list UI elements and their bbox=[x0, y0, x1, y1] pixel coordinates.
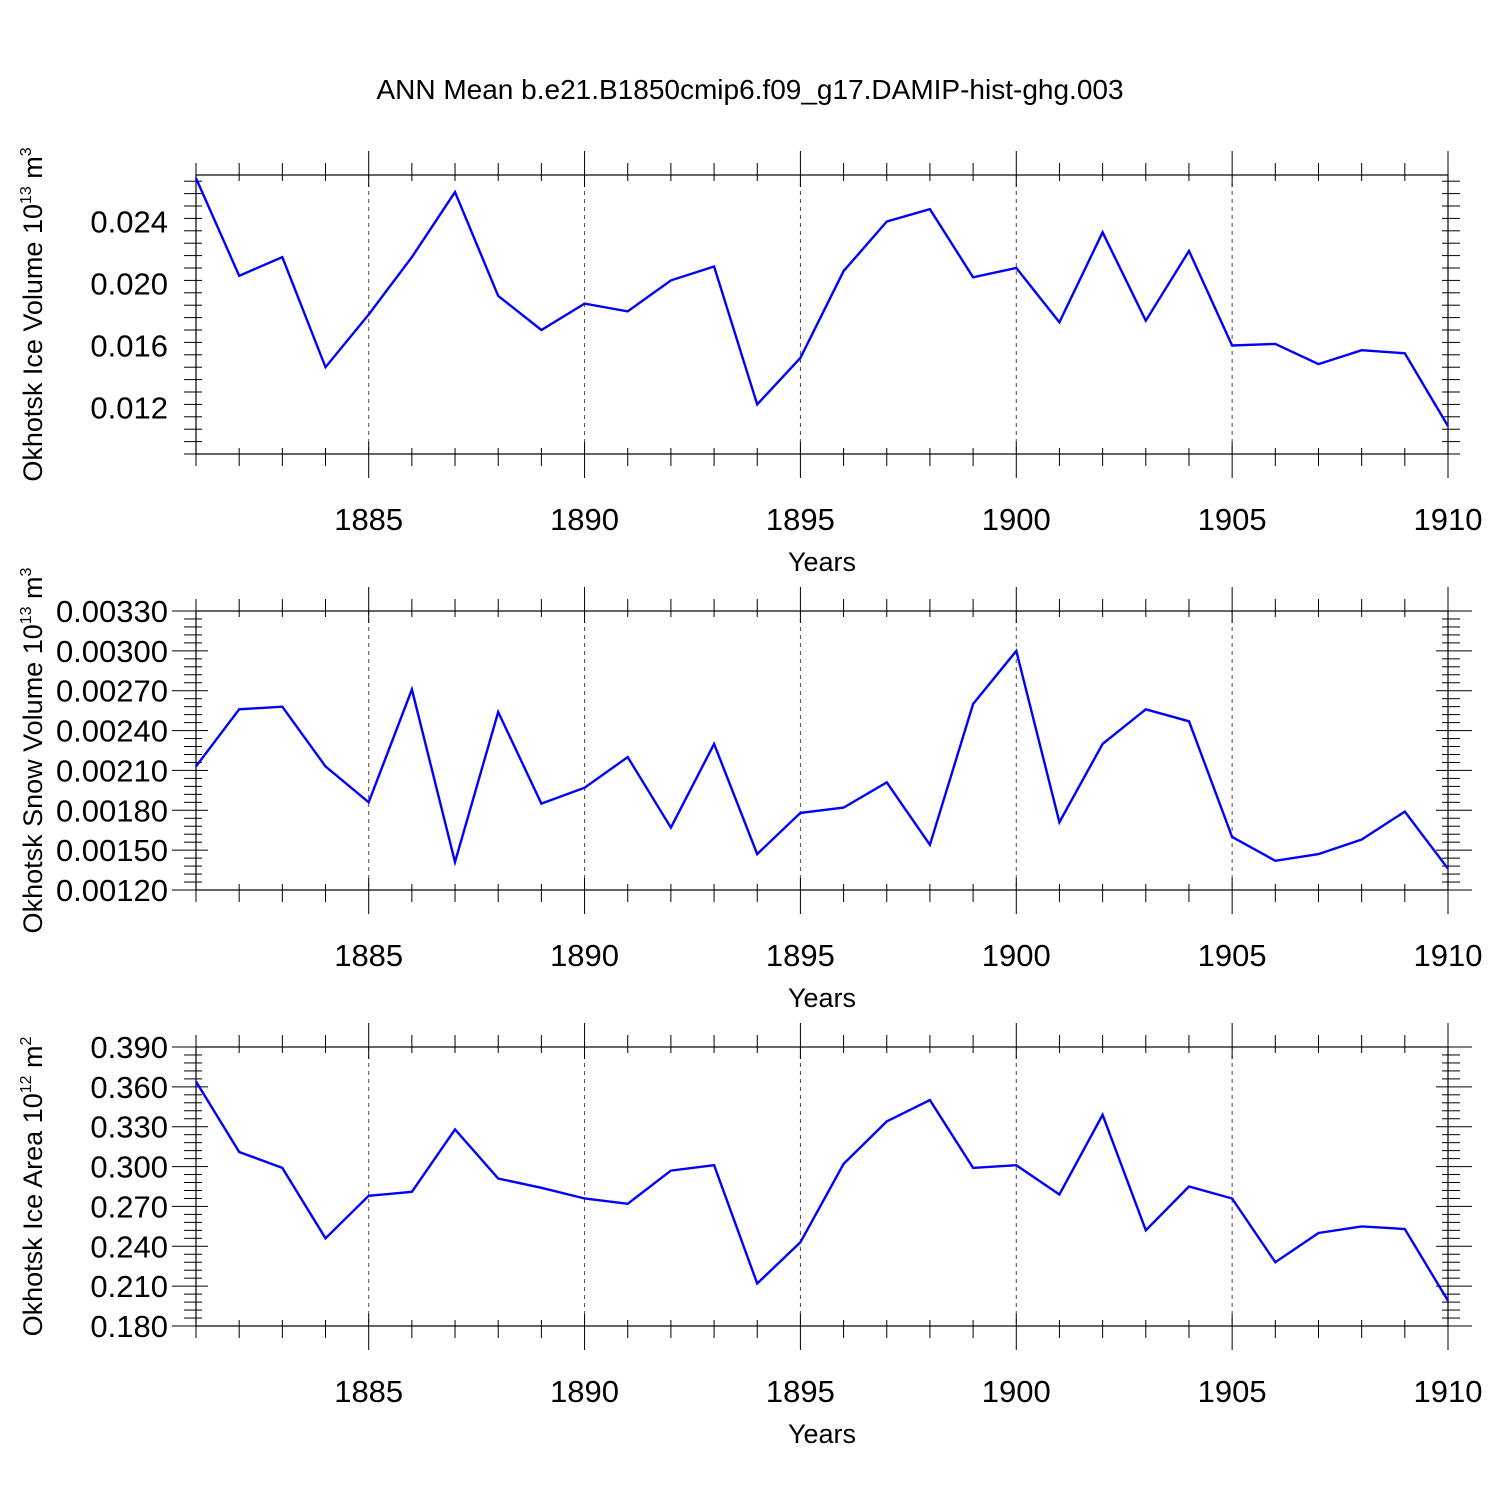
y-tick-label: 0.00270 bbox=[56, 674, 168, 709]
chart-panel-2: 0.00120 0.00150 0.00180 0.00210 0.00240 0.002… bbox=[18, 567, 1482, 1013]
y-tick-label: 0.00330 bbox=[56, 594, 168, 629]
y-tick-label: 0.360 bbox=[90, 1070, 168, 1105]
series-line bbox=[194, 177, 1450, 427]
y-tick-label: 0.390 bbox=[90, 1030, 168, 1065]
y-tick-label: 0.00240 bbox=[56, 714, 168, 749]
y-tick-label: 0.270 bbox=[90, 1189, 168, 1224]
x-tick-label: 1910 bbox=[1414, 1374, 1483, 1409]
x-tick-label: 1890 bbox=[550, 1374, 619, 1409]
x-tick-label: 1885 bbox=[334, 502, 403, 537]
y-tick-label: 0.180 bbox=[90, 1309, 168, 1344]
x-tick-label: 1900 bbox=[982, 1374, 1051, 1409]
series-line bbox=[194, 1080, 1450, 1302]
y-tick-label: 0.00150 bbox=[56, 833, 168, 868]
x-tick-label: 1900 bbox=[982, 938, 1051, 973]
panels: 0.012 0.016 0.020 0.024 1885 1890 1895 1900 1905… bbox=[18, 147, 1482, 1449]
x-tick-label: 1885 bbox=[334, 938, 403, 973]
x-tick-label: 1910 bbox=[1414, 938, 1483, 973]
y-tick-label: 0.016 bbox=[90, 329, 168, 364]
chart-panel-1: 0.012 0.016 0.020 0.024 1885 1890 1895 1900 1905… bbox=[18, 147, 1482, 577]
y-tick-label: 0.330 bbox=[90, 1110, 168, 1145]
x-tick-label: 1890 bbox=[550, 502, 619, 537]
y-tick-label: 0.012 bbox=[90, 391, 168, 426]
x-tick-label: 1905 bbox=[1198, 1374, 1267, 1409]
y-axis-label: Okhotsk Ice Area 1012 m2 bbox=[18, 1036, 48, 1336]
y-tick-label: 0.00180 bbox=[56, 793, 168, 828]
x-tick-label: 1895 bbox=[766, 502, 835, 537]
figure-title: ANN Mean b.e21.B1850cmip6.f09_g17.DAMIP-… bbox=[376, 74, 1123, 105]
y-axis-label: Okhotsk Ice Volume 1013 m3 bbox=[18, 147, 48, 481]
y-tick-label: 0.024 bbox=[90, 205, 168, 240]
y-tick-label: 0.300 bbox=[90, 1150, 168, 1185]
y-tick-label: 0.00300 bbox=[56, 634, 168, 669]
x-tick-label: 1895 bbox=[766, 938, 835, 973]
x-tick-label: 1890 bbox=[550, 938, 619, 973]
chart-panel-3: 0.180 0.210 0.240 0.270 0.300 0.330 0.360 0.390… bbox=[18, 1023, 1482, 1449]
x-tick-label: 1900 bbox=[982, 502, 1051, 537]
x-tick-label: 1905 bbox=[1198, 938, 1267, 973]
x-tick-label: 1905 bbox=[1198, 502, 1267, 537]
x-tick-label: 1910 bbox=[1414, 502, 1483, 537]
plot-frame bbox=[195, 1046, 1449, 1327]
x-axis-label: Years bbox=[788, 983, 856, 1013]
plot-frame bbox=[195, 610, 1449, 891]
x-axis-label: Years bbox=[788, 547, 856, 577]
x-tick-label: 1895 bbox=[766, 1374, 835, 1409]
x-axis-label: Years bbox=[788, 1419, 856, 1449]
y-axis-label: Okhotsk Snow Volume 1013 m3 bbox=[18, 567, 48, 933]
y-tick-label: 0.00120 bbox=[56, 873, 168, 908]
y-tick-label: 0.240 bbox=[90, 1229, 168, 1264]
y-tick-label: 0.210 bbox=[90, 1269, 168, 1304]
y-tick-label: 0.00210 bbox=[56, 753, 168, 788]
series-line bbox=[195, 648, 1449, 870]
y-tick-label: 0.020 bbox=[90, 267, 168, 302]
plot-frame bbox=[195, 174, 1449, 455]
x-tick-label: 1885 bbox=[334, 1374, 403, 1409]
